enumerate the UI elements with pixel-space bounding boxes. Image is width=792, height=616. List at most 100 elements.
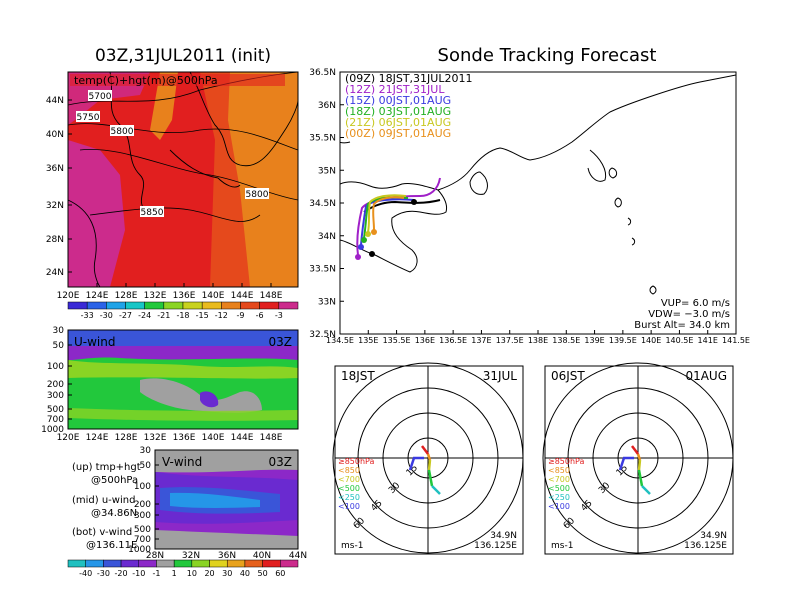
- coastline-korea: [109, 72, 146, 211]
- vwind-x-label-3: 40N: [253, 551, 271, 561]
- uwind-y-label-5: 500: [47, 405, 64, 415]
- contour-label-bg-0: [88, 90, 112, 101]
- hodo-trace-3: [427, 469, 434, 487]
- wind-colorbar-swatch-7: [191, 559, 210, 568]
- temp-colorbar-swatch-6: [182, 301, 203, 310]
- izu-peninsula: [587, 149, 607, 182]
- track-lon-label-2: 135.5E: [383, 336, 411, 345]
- track-lon-label-10: 139.5E: [609, 336, 637, 345]
- contour-5750: [68, 123, 298, 151]
- track-lon-label-0: 134.5E: [326, 336, 354, 345]
- uwind-y-label-4: 300: [47, 391, 64, 401]
- coastline-japan: [189, 72, 298, 167]
- wind-colorbar-label-7: 20: [204, 569, 214, 578]
- uwind-y-label-2: 100: [47, 362, 64, 372]
- hodo-unit: ms-1: [551, 541, 573, 551]
- launch-point: [411, 199, 417, 205]
- vwind-label: V-wind: [162, 455, 202, 469]
- hodo-level-2: <700: [338, 475, 360, 484]
- track-lon-label-8: 138.5E: [552, 336, 580, 345]
- temp-colorbar-label-10: -3: [275, 311, 283, 320]
- wind-colorbar: -40 -30 -20 -10 -1 1 10 20 30 40 50 60: [67, 559, 299, 578]
- landing-21z: [365, 231, 371, 237]
- hodo-level-5: <100: [548, 502, 570, 511]
- track-lon-axis: 134.5E 135E 135.5E 136E 136.5E 137E 137.5E 138E…: [326, 330, 750, 345]
- hodo-trace-2: [637, 459, 642, 471]
- track-21z: [367, 194, 407, 233]
- track-lon-label-14: 141.5E: [722, 336, 750, 345]
- hodo-level-2: <700: [548, 475, 570, 484]
- track-lon-label-7: 138E: [528, 336, 548, 345]
- track-lat-label-1: 36N: [318, 101, 336, 111]
- map-magenta-region: [68, 140, 125, 287]
- hodo-trace-1: [426, 453, 432, 461]
- map-lon-label-5: 140E: [202, 291, 225, 301]
- wind-colorbar-label-0: -40: [79, 569, 92, 578]
- vwind-y-label-0: 30: [140, 446, 152, 456]
- panel-legend-text: (up) tmp+hgt @500hPa (mid) u-wind @34.86…: [72, 462, 141, 551]
- hodo-trace-2: [427, 459, 432, 471]
- contour-label-2: 5800: [111, 127, 134, 137]
- track-lat-label-3: 35N: [318, 166, 336, 176]
- contour-label-bg-3: [245, 188, 269, 199]
- map-lon-label-0: 120E: [57, 291, 80, 301]
- track-legend: (09Z) 18JST,31JUL2011(12Z) 21JST,31JUL(1…: [345, 72, 472, 140]
- map-lat-axis: 44N 40N 36N 32N 28N 24N: [46, 96, 72, 278]
- uwind-x-axis: 120E 124E 128E 132E 136E 140E 144E 148E: [57, 433, 283, 443]
- track-legend-entry-0: (09Z) 18JST,31JUL2011: [345, 72, 472, 85]
- map-lat-label-0: 44N: [46, 96, 64, 106]
- track-lat-label-4: 34.5N: [309, 199, 336, 209]
- track-lat-label-8: 32.5N: [309, 330, 336, 340]
- track-legend-entry-3: (18Z) 03JST,01AUG: [345, 105, 451, 118]
- uwind-y-label-3: 200: [47, 380, 64, 390]
- uwind-x-label-0: 120E: [57, 433, 80, 443]
- vwind-y-label-2: 100: [134, 482, 151, 492]
- uwind-gray-region: [140, 378, 262, 413]
- temp-colorbar-label-9: -6: [256, 311, 264, 320]
- contour-label-3: 5800: [246, 190, 269, 200]
- landing-18z: [361, 237, 367, 243]
- track-lon-label-13: 141E: [698, 336, 718, 345]
- vwind-bottom-gray: [155, 530, 298, 549]
- track-15z: [360, 198, 415, 246]
- contour-label-1: 5750: [77, 113, 100, 123]
- map-lon-label-4: 136E: [173, 291, 196, 301]
- landing-00z: [371, 229, 377, 235]
- wind-colorbar-swatch-4: [138, 559, 157, 568]
- temp-colorbar-swatch-10: [259, 301, 280, 310]
- legend-up-2: @500hPa: [91, 475, 138, 486]
- temp-colorbar-label-6: -15: [196, 311, 209, 320]
- wind-colorbar-swatch-11: [262, 559, 281, 568]
- uwind-label: U-wind: [74, 335, 115, 349]
- landing-12z: [355, 254, 361, 260]
- hodo-trace-4: [431, 485, 441, 495]
- temp-colorbar-label-0: -33: [81, 311, 94, 320]
- temp-colorbar-swatch-4: [144, 301, 165, 310]
- uwind-y-label-6: 700: [47, 415, 64, 425]
- wind-colorbar-label-5: 1: [172, 569, 177, 578]
- temp-colorbar-swatch-0: [67, 301, 88, 310]
- uwind-lightgreen-band: [68, 360, 298, 379]
- hodo-date: 31JUL: [483, 369, 518, 383]
- hodo-level-3: <500: [338, 484, 360, 493]
- map-lon-label-6: 144E: [231, 291, 254, 301]
- wind-colorbar-label-1: -30: [97, 569, 110, 578]
- uwind-purple-spot: [200, 391, 219, 408]
- contour-label-bg-4: [140, 206, 164, 217]
- vwind-y-label-7: 1000: [128, 545, 151, 555]
- vwind-time: 03Z: [269, 455, 293, 469]
- vwind-y-label-6: 700: [134, 535, 151, 545]
- wind-colorbar-label-2: -20: [115, 569, 128, 578]
- left-title: 03Z,31JUL2011 (init): [95, 46, 271, 66]
- map-lon-label-2: 128E: [115, 291, 138, 301]
- hodo-lon: 136.125E: [684, 541, 727, 551]
- hodo-lat: 34.9N: [700, 531, 727, 541]
- izu-island-2: [614, 197, 622, 208]
- coastline-west: [340, 141, 351, 144]
- vwind-x-axis: 28N 32N 36N 40N 44N: [146, 551, 307, 561]
- uwind-x-label-6: 144E: [231, 433, 254, 443]
